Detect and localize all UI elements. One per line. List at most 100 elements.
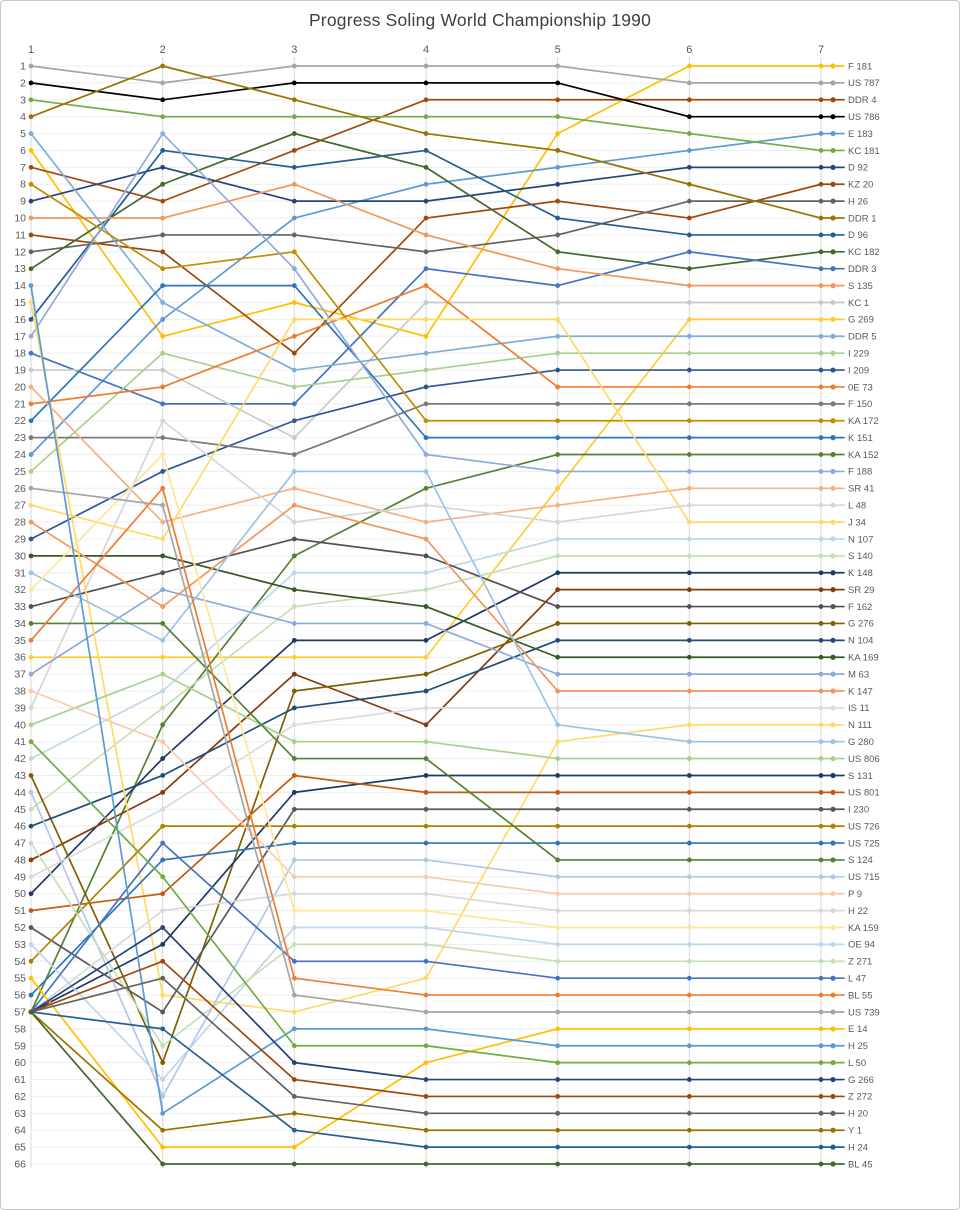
series-ddr-3-marker — [28, 350, 34, 356]
series-s-124-marker — [818, 857, 824, 863]
rank-axis-label: 30 — [14, 550, 26, 562]
series-e-14-marker — [686, 1026, 692, 1032]
series-bl-55-marker — [28, 637, 34, 643]
series-y-1-marker — [423, 1127, 429, 1133]
rank-axis-label: 54 — [14, 956, 26, 968]
series-sr-41-marker — [28, 384, 34, 390]
series-us-786-legend-marker — [830, 114, 836, 120]
series-us-715-marker — [818, 874, 824, 880]
rank-axis-label: 55 — [14, 973, 26, 985]
rank-axis-label: 56 — [14, 990, 26, 1002]
legend-label: H 24 — [848, 1142, 868, 1153]
series-bl-55-marker — [423, 992, 429, 998]
series-y-1-marker — [818, 1127, 824, 1133]
series-d-96-marker — [555, 215, 561, 221]
series-h-24-marker — [423, 1144, 429, 1150]
series-f-181-marker — [423, 333, 429, 339]
rank-axis-label: 64 — [14, 1125, 26, 1137]
series-oe-94-legend-marker — [830, 941, 836, 948]
series-s-135-marker — [160, 215, 166, 221]
rank-axis-label: 37 — [14, 669, 26, 681]
series-h-25-marker — [160, 1110, 166, 1116]
series-sr-41-legend-marker — [830, 485, 836, 491]
series-i-230-marker — [686, 806, 692, 812]
series-g-266-marker — [686, 1077, 692, 1082]
series-n-111-legend-marker — [830, 722, 836, 728]
series-sr-29-marker — [686, 587, 692, 593]
series-n-107-marker — [818, 536, 824, 542]
series-oe-94-marker — [291, 925, 297, 930]
series-bl-55-marker — [160, 485, 166, 491]
series-l-48-marker — [291, 519, 297, 525]
series-s-124-marker — [291, 756, 297, 761]
series-d-92-marker — [423, 198, 429, 204]
series-ddr-5-marker — [686, 333, 692, 339]
series-is-11-marker — [160, 806, 166, 812]
series-us-786-marker — [686, 114, 692, 120]
rank-axis-label: 6 — [20, 145, 26, 157]
series-d-92-marker — [28, 198, 34, 204]
series-k-151-marker — [686, 435, 692, 441]
series-ka-172-marker — [818, 418, 824, 424]
series-n-104-marker — [28, 823, 34, 829]
series-p-9-marker — [28, 688, 34, 694]
series-s-131-marker — [818, 773, 824, 778]
series-h-25-marker — [291, 1026, 297, 1032]
series-us-725-marker — [818, 840, 824, 846]
series-s-140-line — [30, 555, 845, 811]
series-i-230-legend-marker — [830, 806, 836, 812]
rank-axis-label: 11 — [15, 229, 26, 241]
series-l-48-marker — [28, 705, 34, 711]
legend-label: N 111 — [848, 720, 872, 731]
series-kc-182-marker — [818, 249, 824, 255]
legend-label: N 107 — [848, 534, 873, 545]
stage-axis-label: 7 — [818, 44, 824, 56]
series-k-147-line — [30, 504, 845, 692]
series-k-151-marker — [818, 435, 824, 441]
series-e-183-marker — [291, 215, 297, 221]
rank-axis-label: 48 — [14, 854, 26, 866]
series-d-92-marker — [291, 198, 297, 204]
series-ka-169-marker — [160, 553, 166, 559]
series-h-25-marker — [28, 283, 34, 288]
rank-axis-label: 39 — [14, 702, 26, 714]
series-us-787-marker — [818, 80, 824, 86]
series-i-230-marker — [28, 925, 34, 930]
legend-label: G 280 — [848, 737, 874, 748]
series-l-50-marker — [160, 874, 166, 880]
series-h-20-marker — [291, 1094, 297, 1099]
series-oe-94-marker — [555, 942, 561, 947]
rank-axis-label: 12 — [14, 246, 26, 258]
series-z-271-marker — [818, 958, 824, 964]
rank-axis-label: 41 — [14, 736, 26, 748]
series-e-183-marker — [160, 316, 166, 322]
series-e-14-legend-marker — [830, 1026, 836, 1032]
series-us-739-marker — [291, 992, 297, 998]
series-us-806-marker — [555, 756, 561, 761]
series-is-11-marker — [818, 705, 824, 711]
rank-axis-label: 8 — [20, 179, 26, 191]
series-s-131-legend-marker — [830, 772, 836, 779]
legend-label: K 151 — [848, 433, 873, 444]
rank-axis-label: 21 — [14, 398, 26, 410]
series-sr-41-marker — [818, 485, 824, 491]
series-us-715-marker — [160, 1094, 166, 1099]
series-oe-94-marker — [423, 925, 429, 930]
series-e-183-marker — [686, 148, 692, 153]
legend-label: G 266 — [848, 1075, 874, 1086]
series-l-47-marker — [423, 958, 429, 964]
rank-axis-label: 43 — [14, 770, 26, 782]
series-p-9-marker — [555, 891, 561, 897]
series-k-148-marker — [686, 570, 692, 576]
series-sr-41-marker — [160, 519, 166, 525]
legend-label: L 50 — [848, 1058, 866, 1069]
series-l-50-marker — [423, 1043, 429, 1049]
series-g-266-marker — [555, 1077, 561, 1082]
series-n-107-marker — [423, 570, 429, 576]
series-ka-169-marker — [423, 604, 429, 609]
series-ddr-4-legend-marker — [830, 97, 836, 103]
series-us-715-marker — [686, 874, 692, 880]
series-ka-152-marker — [423, 485, 429, 491]
series-s-135-marker — [291, 181, 297, 187]
series-is-11-marker — [28, 874, 34, 880]
